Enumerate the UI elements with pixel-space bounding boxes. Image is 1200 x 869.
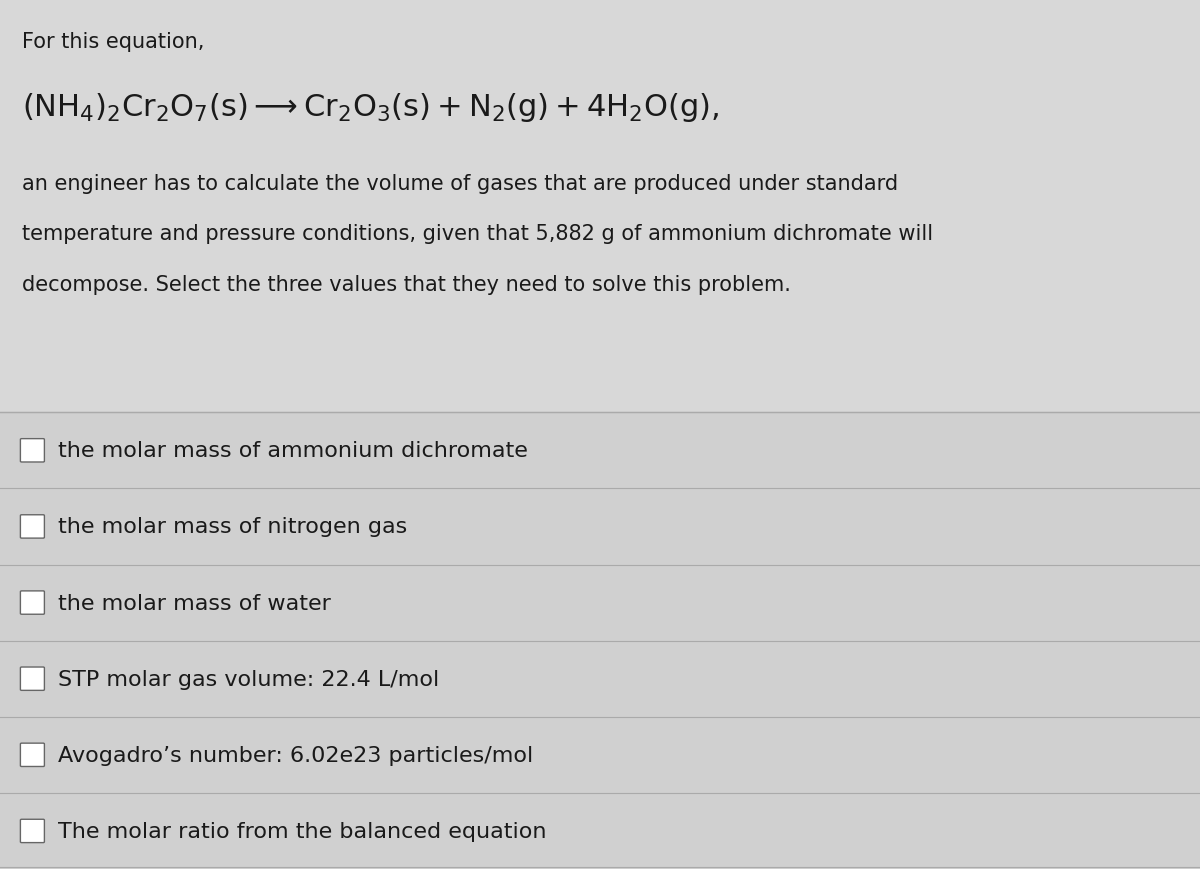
FancyBboxPatch shape [20, 819, 44, 843]
Text: the molar mass of water: the molar mass of water [58, 593, 330, 613]
Text: For this equation,: For this equation, [22, 32, 204, 52]
FancyBboxPatch shape [20, 515, 44, 539]
FancyBboxPatch shape [20, 667, 44, 691]
Text: $\mathrm{(NH_4)_2Cr_2O_7(s) \longrightarrow Cr_2O_3(s) + N_2(g) + 4H_2O(g),}$: $\mathrm{(NH_4)_2Cr_2O_7(s) \longrightar… [22, 91, 719, 124]
FancyBboxPatch shape [0, 413, 1200, 488]
FancyBboxPatch shape [20, 591, 44, 614]
FancyBboxPatch shape [20, 439, 44, 462]
FancyBboxPatch shape [0, 793, 1200, 869]
FancyBboxPatch shape [0, 641, 1200, 717]
Text: Avogadro’s number: 6.02e23 particles/mol: Avogadro’s number: 6.02e23 particles/mol [58, 745, 533, 765]
FancyBboxPatch shape [20, 743, 44, 766]
Text: an engineer has to calculate the volume of gases that are produced under standar: an engineer has to calculate the volume … [22, 174, 898, 194]
Text: STP molar gas volume: 22.4 L/mol: STP molar gas volume: 22.4 L/mol [58, 669, 439, 689]
Text: The molar ratio from the balanced equation: The molar ratio from the balanced equati… [58, 821, 546, 841]
FancyBboxPatch shape [0, 0, 1200, 413]
FancyBboxPatch shape [0, 717, 1200, 793]
Text: the molar mass of nitrogen gas: the molar mass of nitrogen gas [58, 517, 407, 537]
Text: decompose. Select the three values that they need to solve this problem.: decompose. Select the three values that … [22, 275, 791, 295]
Text: temperature and pressure conditions, given that 5,882 g of ammonium dichromate w: temperature and pressure conditions, giv… [22, 224, 932, 244]
Text: the molar mass of ammonium dichromate: the molar mass of ammonium dichromate [58, 441, 528, 461]
FancyBboxPatch shape [0, 488, 1200, 565]
FancyBboxPatch shape [0, 565, 1200, 641]
